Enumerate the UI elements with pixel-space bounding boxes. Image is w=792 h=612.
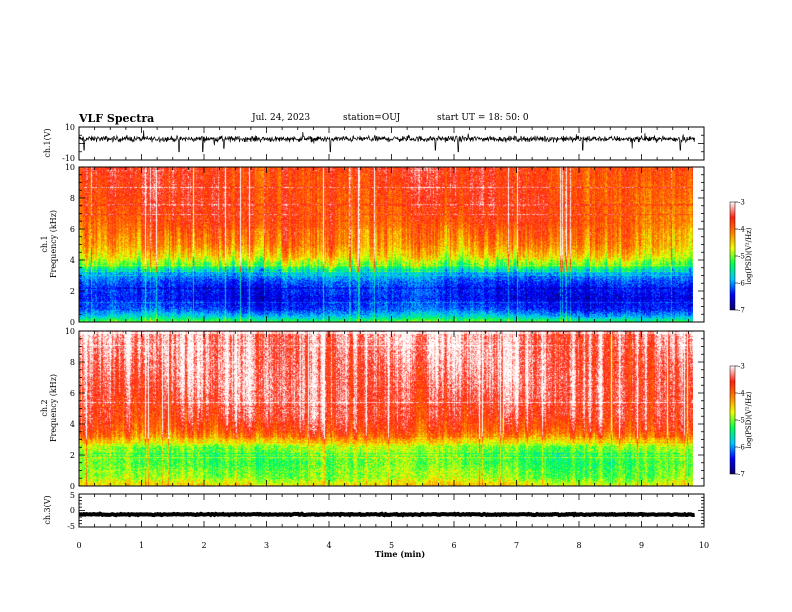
time-axis-tick-labels: 0 1 2 3 4 5 6 7 8 9 10 (76, 541, 709, 550)
ch1-frequency-tick-labels: 0 2 4 6 8 10 (65, 163, 75, 327)
header-start-time: start UT = 18: 50: 0 (437, 113, 529, 123)
header-date: Jul. 24, 2023 (252, 113, 311, 123)
frequency-tick-label: 2 (70, 287, 75, 296)
frequency-tick-label: 8 (70, 358, 75, 367)
ch1-colorbar-ticks: -3 -4 -5 -6 -7 (735, 199, 745, 315)
ch1-waveform-ticks (78, 126, 705, 161)
ch2-spectrogram-ticks (78, 330, 705, 487)
frequency-tick-label: 2 (70, 451, 75, 460)
ch2-ylabel-channel: ch.2 (40, 399, 49, 416)
colorbar-tick-label: -7 (738, 471, 745, 479)
ch3-ytick-label: -5 (67, 522, 75, 531)
time-tick-label: 5 (389, 541, 394, 550)
ch2-spectrogram-image (79, 331, 693, 486)
ch2-colorbar-label: log(PSD)(V²/Hz) (745, 391, 753, 448)
time-tick-label: 3 (264, 541, 269, 550)
time-tick-label: 4 (326, 541, 331, 550)
time-tick-label: 9 (639, 541, 644, 550)
colorbar-tick-label: -7 (738, 307, 745, 315)
ch1-ylabel-channel: ch.1 (40, 235, 49, 252)
header-station: station=OUJ (343, 113, 401, 123)
frequency-tick-label: 6 (70, 225, 75, 234)
frequency-tick-label: 10 (65, 327, 75, 336)
ch2-colorbar-ticks: -3 -4 -5 -6 -7 (735, 363, 745, 479)
colorbar-tick-label: -5 (738, 253, 745, 261)
ch1-waveform-line (78, 130, 695, 153)
ch1-spectrogram-panel: 0 2 4 6 8 10 ch.1 Frequency (kHz) (40, 163, 705, 327)
ch1-spectrogram-ticks (78, 166, 705, 323)
colorbar-tick-label: -6 (738, 444, 745, 452)
colorbar-tick-label: -4 (738, 390, 745, 398)
frequency-tick-label: 8 (70, 194, 75, 203)
ch1-ylabel-frequency: Frequency (kHz) (49, 210, 58, 278)
ch3-ylabel: ch.3(V) (43, 495, 52, 524)
ch1-colorbar: -3 -4 -5 -6 -7 log(PSD)(V²/Hz) (729, 199, 753, 315)
ch1-waveform-panel: 10 -10 ch.1(V) (43, 123, 705, 163)
ch2-spectrogram-panel: 0 2 4 6 8 10 ch.2 Frequency (kHz) (40, 327, 705, 491)
time-axis-label: Time (min) (375, 549, 425, 559)
ch3-ytick-label: 0 (70, 506, 75, 515)
frequency-tick-label: 0 (70, 482, 75, 491)
ch3-ytick-label: 5 (70, 491, 75, 500)
time-tick-label: 6 (451, 541, 456, 550)
colorbar-tick-label: -3 (738, 363, 745, 371)
ch1-ytick-label: -10 (62, 154, 75, 163)
ch3-waveform-line (78, 511, 695, 518)
ch1-colorbar-gradient (729, 201, 736, 311)
ch2-ylabel-frequency: Frequency (kHz) (49, 374, 58, 442)
ch1-ylabel: ch.1(V) (43, 128, 52, 157)
chart-title: VLF Spectra (79, 112, 155, 125)
ch3-waveform-ticks (78, 493, 705, 528)
frequency-tick-label: 10 (65, 163, 75, 172)
time-tick-label: 8 (576, 541, 581, 550)
colorbar-tick-label: -5 (738, 417, 745, 425)
ch1-spectrogram-image (79, 167, 693, 322)
ch3-waveform-panel: 5 0 -5 ch.3(V) (43, 491, 705, 531)
ch2-frequency-tick-labels: 0 2 4 6 8 10 (65, 327, 75, 491)
frequency-tick-label: 4 (70, 256, 75, 265)
frequency-tick-label: 6 (70, 389, 75, 398)
ch1-ytick-label: 10 (65, 123, 75, 132)
time-tick-label: 1 (139, 541, 144, 550)
time-tick-label: 2 (201, 541, 206, 550)
time-tick-label: 0 (76, 541, 81, 550)
time-tick-label: 7 (514, 541, 519, 550)
time-tick-label: 10 (699, 541, 709, 550)
frequency-tick-label: 0 (70, 318, 75, 327)
frequency-tick-label: 4 (70, 420, 75, 429)
colorbar-tick-label: -6 (738, 280, 745, 288)
colorbar-tick-label: -3 (738, 199, 745, 207)
colorbar-tick-label: -4 (738, 226, 745, 234)
ch2-colorbar-gradient (729, 365, 736, 475)
ch2-colorbar: -3 -4 -5 -6 -7 log(PSD)(V²/Hz) (729, 363, 753, 479)
ch1-colorbar-label: log(PSD)(V²/Hz) (745, 227, 753, 284)
